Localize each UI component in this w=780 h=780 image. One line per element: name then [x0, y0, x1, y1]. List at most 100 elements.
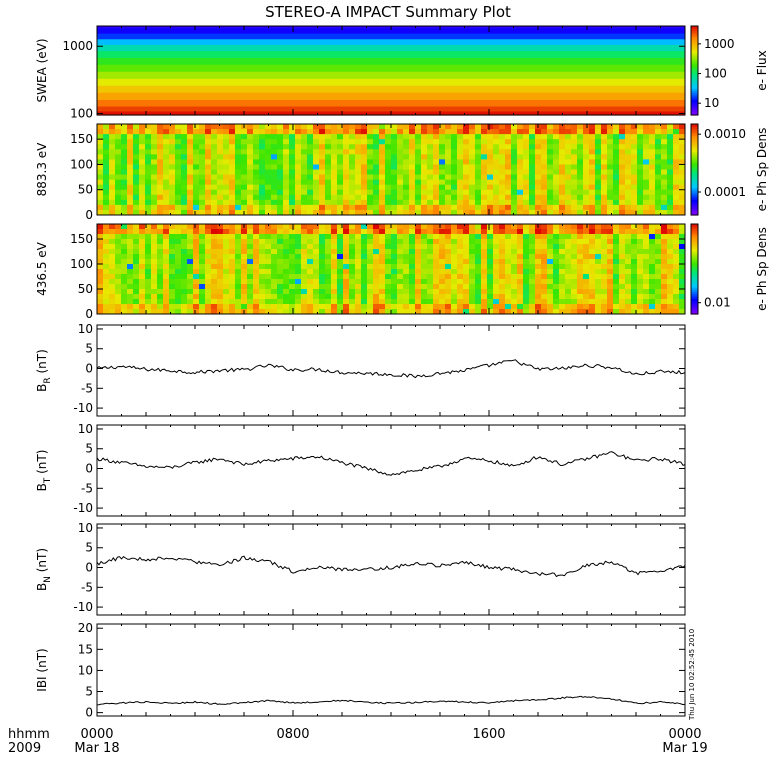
spectrogram-cell — [139, 199, 146, 206]
spectrogram-cell — [283, 139, 290, 145]
spectrogram-cell — [379, 254, 386, 260]
spectrogram-cell — [643, 159, 650, 165]
spectrogram-cell — [493, 139, 500, 145]
spectrogram-cell — [295, 204, 302, 211]
spectrogram-cell — [589, 309, 596, 315]
colorbar-cell — [691, 28, 698, 32]
spectrogram-cell — [121, 294, 128, 300]
spectrogram-cell — [271, 264, 278, 270]
spectrogram-cell — [247, 204, 254, 211]
spectrogram-cell — [151, 269, 158, 275]
spectrogram-cell — [133, 199, 140, 206]
field-series-line — [96, 695, 686, 706]
spectrogram-cell — [139, 204, 146, 211]
spectrogram-cell — [505, 124, 512, 130]
spectrogram-cell — [403, 309, 410, 315]
spectrogram-cell — [217, 239, 224, 245]
spectrogram-cell — [235, 249, 242, 255]
spectrogram-cell — [409, 169, 416, 176]
colorbar-cell — [691, 34, 698, 38]
spectrogram-cell — [643, 249, 650, 255]
spectrogram-cell — [337, 194, 344, 201]
spectrogram-cell — [607, 159, 614, 165]
spectrogram-cell — [517, 254, 524, 260]
spectrogram-cell — [187, 234, 194, 240]
spectrogram-cell — [379, 204, 386, 211]
spectrogram-cell — [439, 204, 446, 211]
spectrogram-cell — [217, 134, 224, 140]
spectrogram-cell — [133, 184, 140, 191]
spectrogram-cell — [631, 129, 638, 135]
spectrogram-cell — [265, 289, 272, 295]
spectrogram-cell — [385, 139, 392, 145]
spectrogram-cell — [583, 144, 590, 150]
spectrogram-cell — [235, 204, 242, 211]
spectrogram-cell — [577, 264, 584, 270]
spectrogram-cell — [235, 284, 242, 290]
spectrogram-cell — [265, 304, 272, 310]
spectrogram-cell — [283, 284, 290, 290]
spectrogram-cell — [175, 259, 182, 265]
spectrogram-cell — [637, 174, 644, 181]
spectrogram-cell — [493, 234, 500, 240]
spectrogram-cell — [607, 149, 614, 155]
spectrogram-cell — [349, 159, 356, 165]
spectrogram-cell — [199, 159, 206, 165]
spectrogram-cell — [481, 299, 488, 305]
spectrogram-cell — [601, 129, 608, 135]
spectrogram-cell — [331, 194, 338, 201]
spectrogram-cell — [151, 194, 158, 201]
spectrogram-cell — [631, 249, 638, 255]
spectrogram-cell — [103, 144, 110, 150]
spectrogram-cell — [559, 289, 566, 295]
spectrogram-cell — [625, 259, 632, 265]
spectrogram-cell — [301, 274, 308, 280]
spectrogram-cell — [439, 209, 446, 216]
spectrogram-cell — [367, 239, 374, 245]
spectrogram-cell — [373, 289, 380, 295]
colorbar-cell — [691, 298, 698, 302]
spectrogram-cell — [493, 249, 500, 255]
spectrogram-cell — [493, 279, 500, 285]
spectrogram-cell — [571, 209, 578, 216]
spectrogram-cell — [379, 234, 386, 240]
spectrogram-cell — [379, 309, 386, 315]
spectrogram-cell — [655, 289, 662, 295]
spectrogram-cell — [127, 144, 134, 150]
spectrogram-cell — [673, 289, 680, 295]
spectrogram-cell — [211, 134, 218, 140]
spectrogram-cell — [439, 249, 446, 255]
spectrogram-cell — [505, 269, 512, 275]
colorbar-cell — [691, 208, 698, 212]
spectrogram-cell — [121, 129, 128, 135]
spectrogram-cell — [553, 134, 560, 140]
spectrogram-cell — [619, 179, 626, 186]
y-tick-label: 0 — [85, 208, 93, 222]
spectrogram-cell — [211, 159, 218, 165]
spectrogram-cell — [457, 139, 464, 145]
spectrogram-cell — [445, 154, 452, 160]
spectrogram-cell — [655, 144, 662, 150]
spectrogram-cell — [361, 179, 368, 186]
spectrogram-cell — [283, 144, 290, 150]
spectrogram-cell — [271, 309, 278, 315]
spectrogram-cell — [145, 274, 152, 280]
spectrogram-cell — [127, 124, 134, 130]
spectrogram-cell — [631, 149, 638, 155]
spectrogram-cell — [475, 124, 482, 130]
spectrogram-cell — [385, 249, 392, 255]
spectrogram-cell — [115, 269, 122, 275]
timestamp-stamp: Thu Jun 10 02:52:45 2010 — [688, 629, 696, 721]
spectrogram-cell — [553, 249, 560, 255]
spectrogram-cell — [277, 244, 284, 250]
spectrogram-cell — [181, 199, 188, 206]
spectrogram-cell — [391, 259, 398, 265]
spectrogram-cell — [571, 299, 578, 305]
spectrogram-cell — [613, 209, 620, 216]
spectrogram-cell — [211, 289, 218, 295]
spectrogram-cell — [229, 154, 236, 160]
spectrogram-cell — [601, 234, 608, 240]
spectrogram-cell — [643, 269, 650, 275]
spectrogram-cell — [595, 169, 602, 176]
spectrogram-cell — [235, 254, 242, 260]
